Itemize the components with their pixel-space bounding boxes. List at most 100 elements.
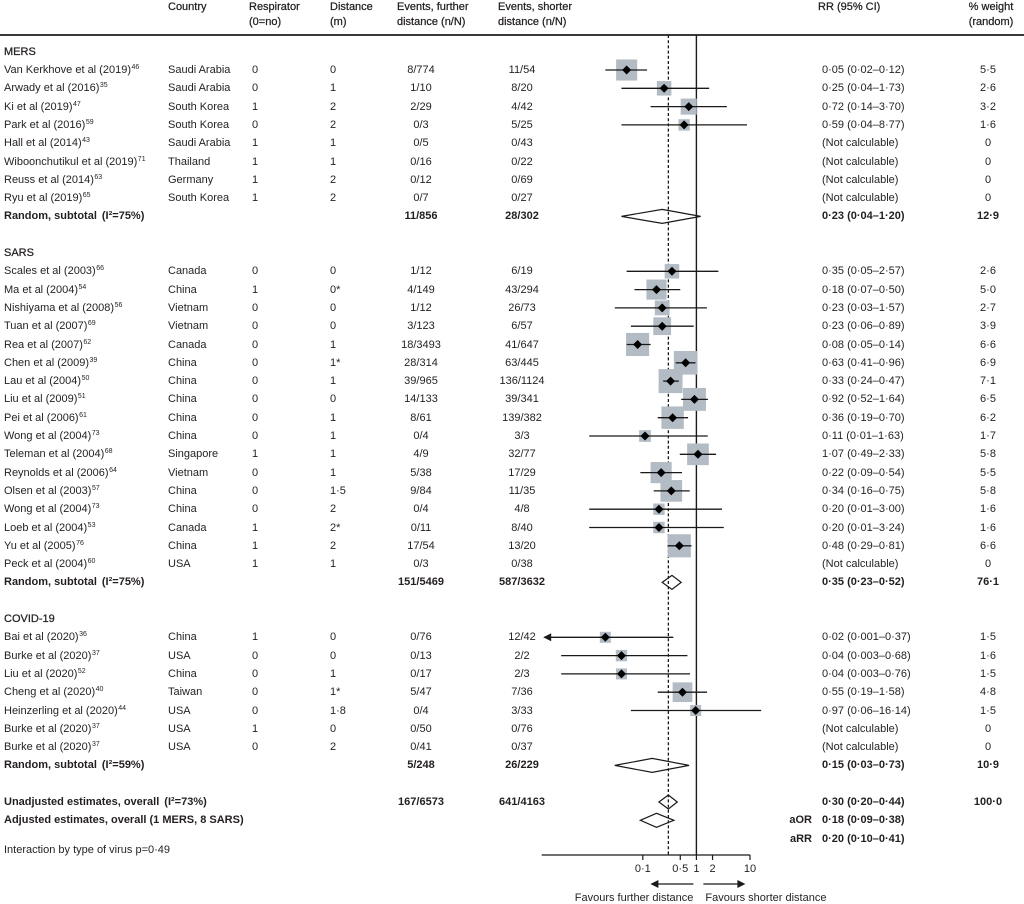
point-estimate-marker (681, 358, 691, 368)
events-shorter: 136/1124 (499, 375, 545, 388)
events-shorter: 139/382 (502, 411, 542, 424)
rr-ci: 0·48 (0·29–0·81) (822, 539, 905, 552)
reference-number: 39 (89, 356, 98, 364)
distance: 1 (330, 430, 337, 442)
reference-number: 50 (81, 375, 90, 383)
point-estimate-marker (657, 303, 667, 313)
weight: 2·6 (980, 82, 996, 95)
group-label: MERS (4, 45, 36, 58)
reference-number: 69 (87, 320, 96, 328)
favours-further-label: Favours further distance (574, 892, 694, 904)
country: China (168, 283, 197, 296)
distance: 0 (330, 649, 337, 662)
respirator: 1 (252, 173, 259, 186)
study-name: Scales et al (2003)66 (4, 264, 104, 278)
study-name: Van Kerkhove et al (2019)46 (4, 63, 139, 77)
header-rr: RR (95% CI) (818, 1, 881, 13)
study-label: Ma et al (2004) (4, 283, 78, 296)
study-label: Ryu et al (2019) (4, 192, 83, 205)
country: China (168, 484, 197, 497)
point-estimate-marker (684, 102, 694, 112)
events-further: 0/16 (410, 155, 432, 168)
distance: 1·5 (330, 484, 346, 497)
header-distance: Distance (330, 1, 373, 13)
subtotal-events-shorter: 26/229 (505, 759, 539, 772)
distance: 2 (330, 100, 337, 113)
study-label: Liu et al (2020) (4, 667, 78, 680)
country: South Korea (168, 192, 230, 205)
study-label: Rea et al (2007) (4, 338, 83, 351)
country: Canada (168, 338, 207, 351)
study-name: Reuss et al (2014)63 (4, 173, 102, 187)
study-name: Reynolds et al (2006)64 (4, 466, 117, 480)
study-label: Wiboonchutikul et al (2019) (4, 155, 138, 168)
country: Vietnam (168, 466, 209, 479)
study-label: Wong et al (2004) (4, 430, 92, 442)
adjusted-arr-value: 0·20 (0·10–0·41) (822, 832, 905, 845)
events-shorter: 13/20 (508, 539, 536, 552)
study-label: Liu et al (2009) (4, 393, 78, 406)
distance: 2 (330, 741, 337, 754)
events-shorter: 12/42 (508, 631, 536, 644)
country: China (168, 631, 197, 644)
events-shorter: 26/73 (508, 301, 536, 314)
reference-number: 65 (82, 192, 91, 200)
rr-ci: (Not calculable) (822, 137, 899, 150)
country: Saudi Arabia (168, 82, 231, 95)
events-shorter: 8/40 (511, 521, 533, 534)
study-name: Cheng et al (2020)40 (4, 685, 103, 699)
weight: 4·8 (980, 686, 996, 699)
point-estimate-marker (640, 431, 650, 441)
rr-ci: 0·35 (0·05–2·57) (822, 265, 905, 278)
events-further: 5/47 (410, 686, 432, 699)
country: China (168, 356, 197, 369)
distance: 2 (330, 503, 337, 516)
weight: 0 (984, 722, 992, 735)
reference-number: 37 (91, 649, 100, 657)
study-name: Peck et al (2004)60 (4, 557, 95, 571)
study-name: Park et al (2016)59 (4, 118, 94, 132)
point-estimate-marker (677, 687, 687, 697)
weight: 6·6 (980, 539, 996, 552)
favours-left-arrowhead (650, 880, 659, 888)
respirator: 0 (252, 667, 259, 680)
reference-number: 59 (85, 118, 94, 126)
header-weight: % weight (968, 1, 1014, 13)
study-name: Bai et al (2020)36 (4, 630, 87, 644)
events-further: 0/4 (413, 430, 429, 442)
distance: 0 (330, 265, 337, 278)
point-estimate-marker (679, 120, 689, 130)
events-further: 0/4 (413, 503, 429, 516)
reference-number: 56 (114, 301, 123, 309)
events-further: 9/84 (410, 484, 432, 497)
reference-number: 76 (76, 539, 84, 547)
weight-box (654, 300, 670, 316)
study-name: Arwady et al (2016)35 (4, 81, 108, 95)
study-name: Rea et al (2007)62 (4, 338, 91, 352)
subtotal-events-further: 151/5469 (398, 576, 444, 589)
study-label: Reuss et al (2014) (4, 173, 94, 186)
respirator: 1 (252, 521, 259, 534)
events-shorter: 7/36 (511, 686, 533, 699)
reference-number: 64 (109, 466, 117, 474)
country: China (168, 539, 197, 552)
point-estimate-marker (689, 394, 699, 404)
study-name: Burke et al (2020)37 (4, 649, 100, 663)
country: Vietnam (168, 301, 209, 314)
respirator: 0 (252, 118, 259, 131)
reference-number: 35 (99, 82, 108, 90)
events-shorter: 0/22 (511, 155, 533, 168)
point-estimate-marker (657, 321, 667, 331)
respirator: 1 (252, 448, 259, 461)
point-estimate-marker (654, 523, 664, 532)
study-name: Ki et al (2019)47 (4, 100, 81, 114)
reference-number: 44 (118, 704, 127, 712)
reference-number: 47 (72, 100, 81, 108)
distance: 0 (330, 393, 337, 406)
rr-ci: 0·34 (0·16–0·75) (822, 484, 905, 497)
weight-box (667, 534, 691, 558)
weight-box (639, 430, 651, 442)
heterogeneity: (I²=73%) (164, 796, 207, 808)
events-further: 0/76 (410, 631, 432, 644)
